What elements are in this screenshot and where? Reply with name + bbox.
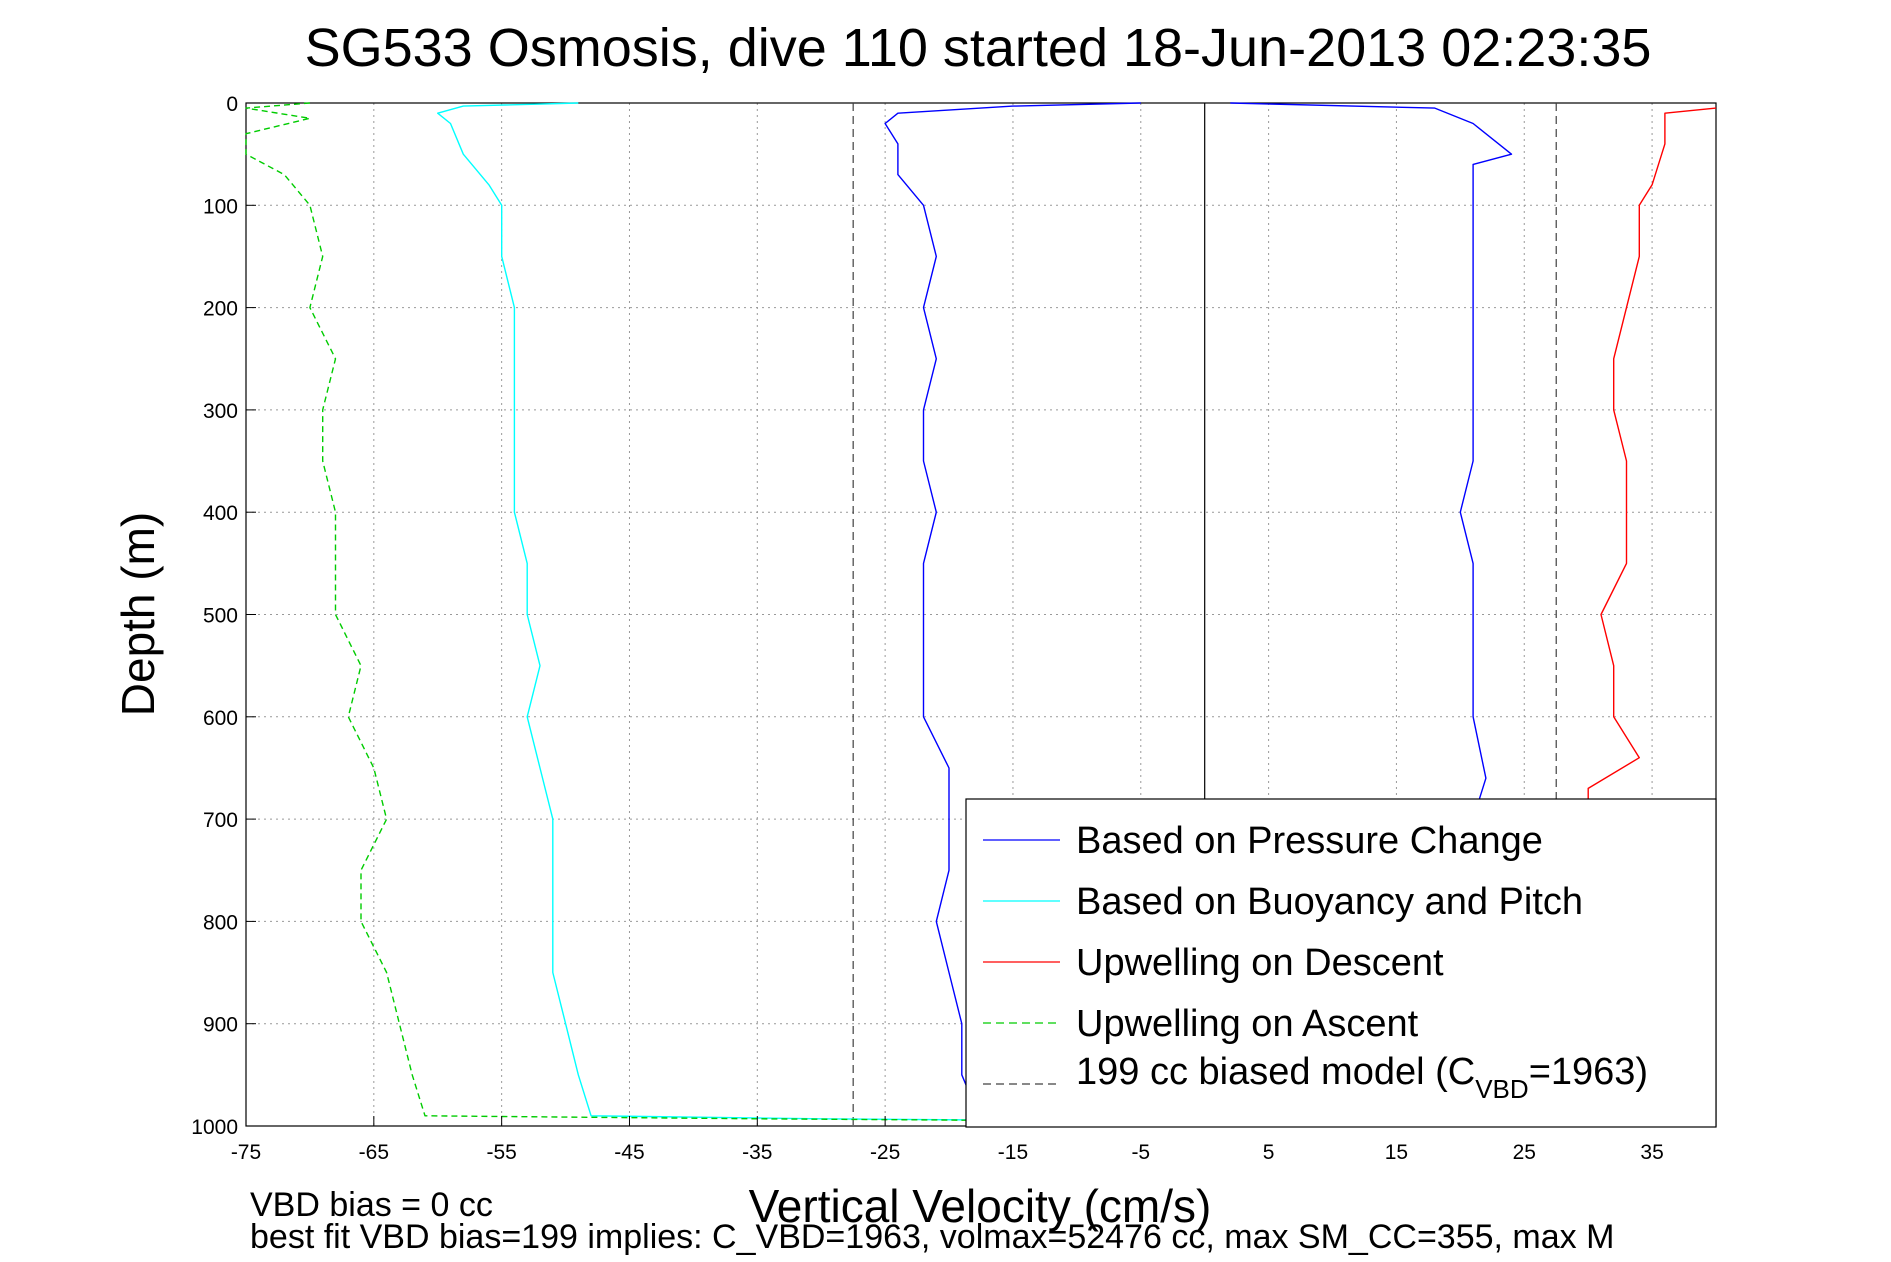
series-line-buoyancy <box>437 102 1103 1122</box>
note-vbd-bias: VBD bias = 0 cc <box>250 1186 493 1224</box>
x-tick-label-3: -45 <box>614 1141 644 1164</box>
note-best-fit: best fit VBD bias=199 implies: C_VBD=196… <box>250 1218 1614 1256</box>
series-line-upwelling_ascent <box>245 102 1077 1122</box>
legend-label-model: 199 cc biased model (CVBD=1963) <box>1076 1051 1648 1104</box>
x-tick-label-4: -35 <box>742 1141 772 1164</box>
y-tick-label-5: 500 <box>203 605 238 628</box>
x-tick-label-5: -25 <box>870 1141 900 1164</box>
x-tick-labels: -75 -65 -55 -45 -35 -25 -15 -5 5 15 25 35 <box>231 1116 1664 1164</box>
y-tick-label-9: 900 <box>203 1014 238 1037</box>
y-tick-label-0: 0 <box>226 93 238 116</box>
series-group <box>245 102 1717 1127</box>
x-tick-label-7: -5 <box>1131 1141 1150 1164</box>
y-tick-label-4: 400 <box>203 502 238 525</box>
x-tick-label-9: 15 <box>1385 1141 1408 1164</box>
legend-model-prefix: 199 cc biased model (C <box>1076 1051 1475 1093</box>
y-tick-label-6: 600 <box>203 707 238 730</box>
series-line-pressure <box>884 102 1141 1127</box>
x-tick-label-2: -55 <box>486 1141 516 1164</box>
legend-label-pressure: Based on Pressure Change <box>1076 820 1543 862</box>
x-tick-label-11: 35 <box>1640 1141 1663 1164</box>
y-axis-label: Depth (m) <box>112 512 164 716</box>
y-tick-labels: 0 100 200 300 400 500 600 700 800 900 1000 <box>191 93 256 1139</box>
y-tick-label-2: 200 <box>203 298 238 321</box>
legend-label-buoyancy: Based on Buoyancy and Pitch <box>1076 881 1583 923</box>
series-line-upwelling_descent <box>1332 107 1717 1122</box>
y-tick-label-8: 800 <box>203 911 238 934</box>
y-tick-label-1: 100 <box>203 195 238 218</box>
legend-box <box>965 798 1717 1128</box>
x-tick-label-8: 5 <box>1263 1141 1275 1164</box>
y-tick-label-7: 700 <box>203 809 238 832</box>
y-tick-label-3: 300 <box>203 400 238 423</box>
x-tick-label-6: -15 <box>998 1141 1028 1164</box>
y-tick-label-10: 1000 <box>191 1116 238 1139</box>
legend-label-upwelling-descent: Upwelling on Descent <box>1076 942 1444 984</box>
x-tick-label-10: 25 <box>1513 1141 1536 1164</box>
x-tick-label-0: -75 <box>231 1141 261 1164</box>
legend-model-suffix: =1963) <box>1529 1051 1648 1093</box>
legend-label-upwelling-ascent: Upwelling on Ascent <box>1076 1003 1419 1045</box>
legend: Based on Pressure Change Based on Buoyan… <box>965 798 1717 1128</box>
x-tick-label-1: -65 <box>359 1141 389 1164</box>
legend-model-sub: VBD <box>1475 1074 1528 1104</box>
chart-title: SG533 Osmosis, dive 110 started 18-Jun-2… <box>305 18 1652 78</box>
x-axis-label: Vertical Velocity (cm/s) <box>749 1180 1212 1232</box>
